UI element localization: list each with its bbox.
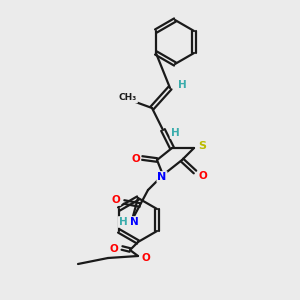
Text: H: H <box>171 128 179 138</box>
Text: N: N <box>158 172 166 182</box>
Text: H: H <box>178 80 186 90</box>
Text: H: H <box>118 217 127 227</box>
Text: O: O <box>112 195 120 205</box>
Text: CH₃: CH₃ <box>119 94 137 103</box>
Text: N: N <box>130 217 138 227</box>
Text: O: O <box>110 244 118 254</box>
Text: O: O <box>132 154 140 164</box>
Text: O: O <box>199 171 207 181</box>
Text: S: S <box>198 141 206 151</box>
Text: O: O <box>142 253 150 263</box>
